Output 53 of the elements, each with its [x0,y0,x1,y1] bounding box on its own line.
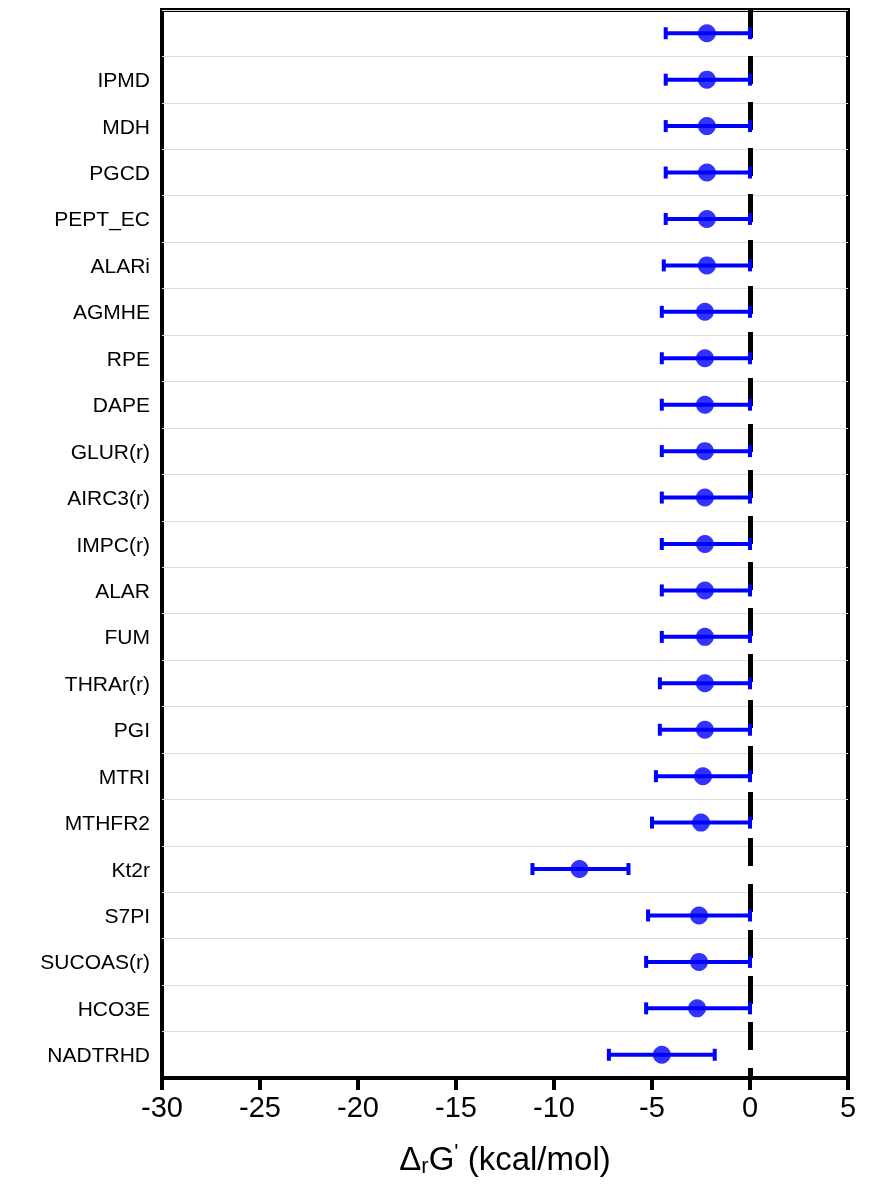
point [693,767,712,786]
point [697,117,716,136]
y-tick-label: ALARi [90,253,150,277]
y-tick-label: ALAR [95,578,150,602]
point [695,581,714,600]
y-tick-label: AGMHE [72,300,150,324]
y-tick-label: GLUR(r) [70,439,150,463]
point [695,488,714,507]
point [695,535,714,553]
point [697,163,716,182]
y-tick-label: PGCD [89,161,150,185]
x-tick-label: -20 [337,1090,379,1123]
point [695,674,714,693]
y-tick-label: MTHFR2 [64,811,150,835]
point [695,442,714,461]
y-tick-label: THRAr(r) [64,671,150,695]
y-tick-label: MDH [102,114,150,138]
point [695,349,714,368]
y-tick-label: FUM [104,625,150,649]
point [697,209,716,228]
y-tick-label: IMPC(r) [76,532,150,556]
x-tick-label: 5 [839,1090,857,1123]
point [652,1045,671,1064]
y-tick-label: SUCOAS(r) [40,950,150,974]
y-tick-label: HCO3E [77,996,150,1020]
y-tick-label: S7PI [104,903,150,927]
y-tick-label: PGI [113,718,150,742]
y-tick-label: RPE [106,346,150,370]
x-tick-label: -30 [141,1090,183,1123]
x-tick-label: -5 [639,1090,665,1123]
point [688,999,707,1018]
y-tick-label: Kt2r [111,857,150,881]
y-tick-label: NADTRHD [47,1043,150,1067]
y-tick-label: IPMD [97,68,150,92]
point [692,813,710,832]
x-tick-label: 0 [741,1090,759,1123]
point [695,720,714,739]
x-tick-label: -25 [239,1090,281,1123]
point [695,302,714,321]
x-tick-label: -15 [435,1090,477,1123]
x-tick-label: -10 [533,1090,575,1123]
point [690,952,709,971]
point [570,860,589,879]
y-tick-label: PEPT_EC [54,207,150,232]
point [697,24,716,43]
point [697,70,716,89]
y-tick-label: AIRC3(r) [67,486,150,510]
point [695,627,714,646]
y-tick-label: DAPE [92,393,150,417]
point [695,395,714,414]
y-tick-label: MTRI [98,764,150,788]
point [690,906,709,925]
point [697,256,716,275]
